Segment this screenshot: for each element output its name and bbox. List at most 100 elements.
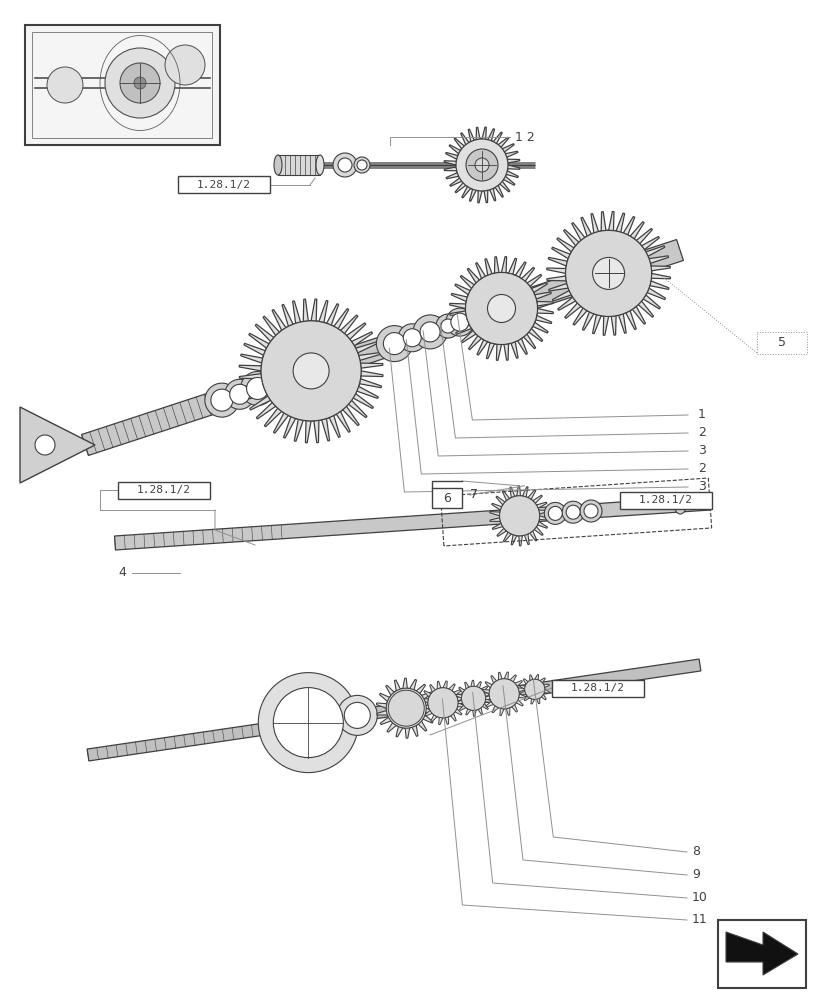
Circle shape [246,377,268,399]
Circle shape [562,501,583,523]
Circle shape [35,435,55,455]
Circle shape [465,272,537,344]
Circle shape [165,45,205,85]
Circle shape [398,324,426,352]
Bar [619,492,711,509]
Text: 5: 5 [777,336,785,350]
Circle shape [344,702,370,728]
Polygon shape [546,212,670,335]
Text: 11: 11 [691,913,707,926]
Polygon shape [376,678,436,738]
Circle shape [332,153,356,177]
Polygon shape [114,496,710,550]
Circle shape [579,500,601,522]
Circle shape [261,321,361,421]
Text: 6: 6 [442,491,451,504]
Circle shape [499,496,539,536]
Circle shape [489,679,519,709]
Circle shape [376,326,412,362]
Text: 10: 10 [691,891,707,904]
Circle shape [224,379,255,409]
Circle shape [105,48,174,118]
Text: 1.28.1/2: 1.28.1/2 [638,495,692,506]
Text: 7: 7 [470,488,477,502]
Circle shape [388,690,423,726]
Bar [25,25,220,145]
Text: 1.28.1/2: 1.28.1/2 [571,684,624,694]
Circle shape [337,158,351,172]
Circle shape [466,149,497,181]
Circle shape [229,384,250,404]
Polygon shape [20,407,95,483]
Circle shape [524,679,544,699]
Circle shape [413,315,447,349]
Circle shape [204,383,238,417]
Text: 3: 3 [697,481,705,493]
Circle shape [592,257,624,289]
Polygon shape [239,299,383,443]
Circle shape [451,313,468,331]
Circle shape [354,157,370,173]
Polygon shape [421,681,464,725]
Bar [717,920,805,988]
Circle shape [134,77,146,89]
Circle shape [461,686,485,710]
Circle shape [565,230,651,316]
Circle shape [337,695,377,735]
Circle shape [428,688,457,718]
Circle shape [120,63,160,103]
Circle shape [385,688,426,728]
Circle shape [565,230,651,316]
Polygon shape [489,486,549,546]
Text: 1: 1 [697,408,705,422]
Text: 1.28.1/2: 1.28.1/2 [197,180,251,190]
Polygon shape [443,127,519,203]
Polygon shape [519,675,549,704]
Circle shape [487,294,515,322]
Text: 4: 4 [118,566,126,580]
Circle shape [441,319,454,333]
Text: 2: 2 [697,426,705,440]
Polygon shape [482,672,525,716]
Polygon shape [455,680,490,716]
Bar [178,176,270,193]
Polygon shape [725,932,797,975]
Text: 8: 8 [691,845,699,858]
Circle shape [436,314,459,338]
Bar [756,332,806,354]
Circle shape [489,679,519,709]
Circle shape [543,502,566,524]
Circle shape [419,322,440,342]
Circle shape [258,673,358,773]
Ellipse shape [316,155,323,175]
Polygon shape [449,257,552,360]
Text: 2: 2 [697,462,705,476]
Circle shape [211,389,232,411]
Circle shape [445,308,473,336]
Circle shape [566,505,580,519]
Circle shape [475,158,489,172]
Polygon shape [82,240,682,455]
Text: 1 2: 1 2 [514,131,534,144]
Ellipse shape [274,155,282,175]
Circle shape [524,679,544,699]
Circle shape [47,67,83,103]
Bar [278,155,319,175]
Circle shape [428,688,457,718]
Circle shape [383,333,405,355]
Text: 9: 9 [691,868,699,881]
Text: 1.28.1/2: 1.28.1/2 [136,486,191,495]
Circle shape [461,686,485,710]
Circle shape [241,371,275,405]
Bar [552,680,643,697]
Circle shape [403,329,421,347]
Circle shape [499,496,539,536]
Circle shape [273,688,343,758]
Bar [118,482,210,499]
Circle shape [261,321,361,421]
Circle shape [356,160,366,170]
Polygon shape [87,659,700,761]
Bar [32,32,212,138]
Circle shape [456,139,508,191]
Circle shape [465,272,537,344]
